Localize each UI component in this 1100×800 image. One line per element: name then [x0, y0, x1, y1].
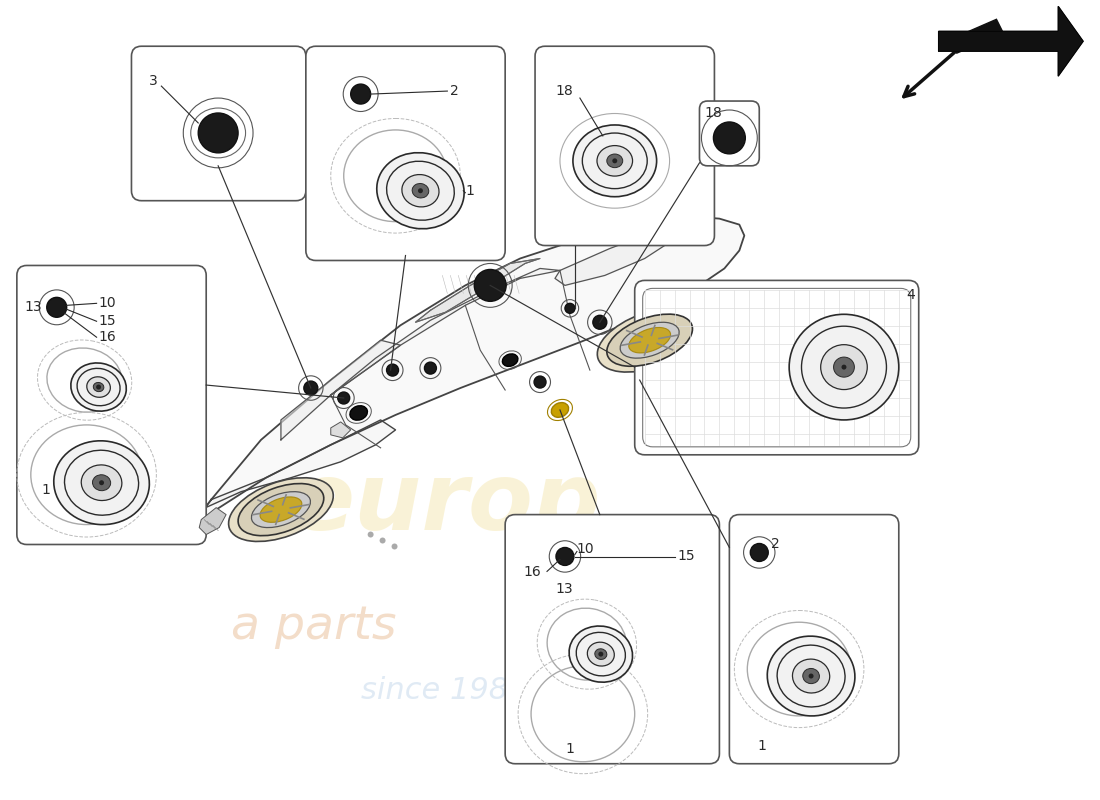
Ellipse shape: [834, 357, 855, 377]
Ellipse shape: [54, 441, 150, 525]
FancyBboxPatch shape: [306, 46, 505, 261]
Text: 16: 16: [99, 330, 117, 344]
Text: 1: 1: [565, 742, 574, 756]
Text: 2: 2: [771, 538, 780, 551]
Text: europ: europ: [290, 458, 602, 550]
Circle shape: [750, 543, 768, 562]
Circle shape: [392, 543, 397, 550]
Ellipse shape: [87, 377, 110, 398]
Text: 13: 13: [25, 300, 43, 314]
Circle shape: [99, 480, 104, 486]
Ellipse shape: [768, 636, 855, 716]
Text: 4: 4: [906, 288, 915, 302]
Text: 1: 1: [757, 738, 767, 753]
Ellipse shape: [81, 465, 122, 501]
Ellipse shape: [412, 183, 429, 198]
Ellipse shape: [821, 345, 867, 390]
Ellipse shape: [252, 492, 310, 527]
FancyBboxPatch shape: [700, 101, 759, 166]
Ellipse shape: [229, 478, 333, 542]
Text: 1: 1: [42, 482, 51, 497]
FancyBboxPatch shape: [635, 281, 918, 455]
Ellipse shape: [607, 154, 623, 168]
Circle shape: [535, 376, 546, 388]
FancyBboxPatch shape: [505, 514, 719, 764]
Circle shape: [556, 547, 574, 566]
Circle shape: [613, 158, 617, 163]
Text: 16: 16: [524, 566, 541, 579]
Ellipse shape: [503, 354, 518, 366]
Ellipse shape: [629, 327, 671, 353]
Circle shape: [338, 392, 350, 404]
Ellipse shape: [607, 314, 693, 366]
Ellipse shape: [620, 322, 679, 358]
Ellipse shape: [789, 314, 899, 420]
Ellipse shape: [70, 363, 126, 411]
Circle shape: [96, 385, 101, 390]
Circle shape: [842, 365, 847, 370]
Polygon shape: [950, 19, 1003, 54]
Ellipse shape: [350, 406, 367, 420]
Circle shape: [386, 364, 398, 376]
Ellipse shape: [597, 308, 702, 372]
Ellipse shape: [238, 483, 323, 536]
Ellipse shape: [595, 649, 607, 659]
Ellipse shape: [92, 474, 111, 490]
Polygon shape: [331, 422, 351, 438]
Text: 18: 18: [556, 84, 573, 98]
FancyBboxPatch shape: [16, 266, 206, 545]
FancyBboxPatch shape: [132, 46, 306, 201]
Ellipse shape: [402, 174, 439, 207]
FancyBboxPatch shape: [729, 514, 899, 764]
Polygon shape: [416, 258, 540, 322]
Polygon shape: [331, 269, 560, 395]
Ellipse shape: [551, 402, 569, 418]
Polygon shape: [938, 6, 1084, 76]
FancyBboxPatch shape: [535, 46, 714, 246]
Circle shape: [714, 122, 746, 154]
Text: 13: 13: [556, 582, 573, 596]
Text: 10: 10: [99, 296, 117, 310]
Circle shape: [474, 270, 506, 302]
Polygon shape: [196, 217, 745, 539]
Text: 10: 10: [576, 542, 594, 557]
Text: 18: 18: [704, 106, 723, 120]
Text: a parts: a parts: [231, 604, 397, 649]
Text: 1: 1: [465, 184, 474, 198]
Polygon shape: [196, 420, 396, 519]
Circle shape: [47, 298, 67, 318]
Ellipse shape: [803, 669, 820, 684]
Circle shape: [304, 381, 318, 395]
Ellipse shape: [792, 659, 829, 693]
Circle shape: [598, 652, 603, 657]
Ellipse shape: [569, 626, 632, 682]
Circle shape: [425, 362, 437, 374]
Ellipse shape: [377, 153, 464, 229]
Text: 3: 3: [150, 74, 158, 88]
Circle shape: [418, 188, 422, 194]
Ellipse shape: [573, 125, 657, 197]
Circle shape: [808, 674, 814, 678]
Circle shape: [351, 84, 371, 104]
Text: 15: 15: [99, 314, 117, 328]
Polygon shape: [280, 340, 400, 440]
Text: 15: 15: [678, 550, 695, 563]
Text: since 1985: since 1985: [361, 676, 527, 705]
Circle shape: [198, 113, 238, 153]
Text: 2: 2: [450, 84, 459, 98]
Ellipse shape: [587, 642, 614, 666]
Polygon shape: [199, 508, 227, 534]
Circle shape: [565, 303, 575, 314]
Ellipse shape: [94, 382, 103, 392]
Circle shape: [593, 315, 607, 330]
Ellipse shape: [597, 146, 632, 176]
Circle shape: [379, 538, 386, 543]
Polygon shape: [556, 234, 664, 286]
Ellipse shape: [260, 497, 301, 522]
Circle shape: [367, 531, 374, 538]
